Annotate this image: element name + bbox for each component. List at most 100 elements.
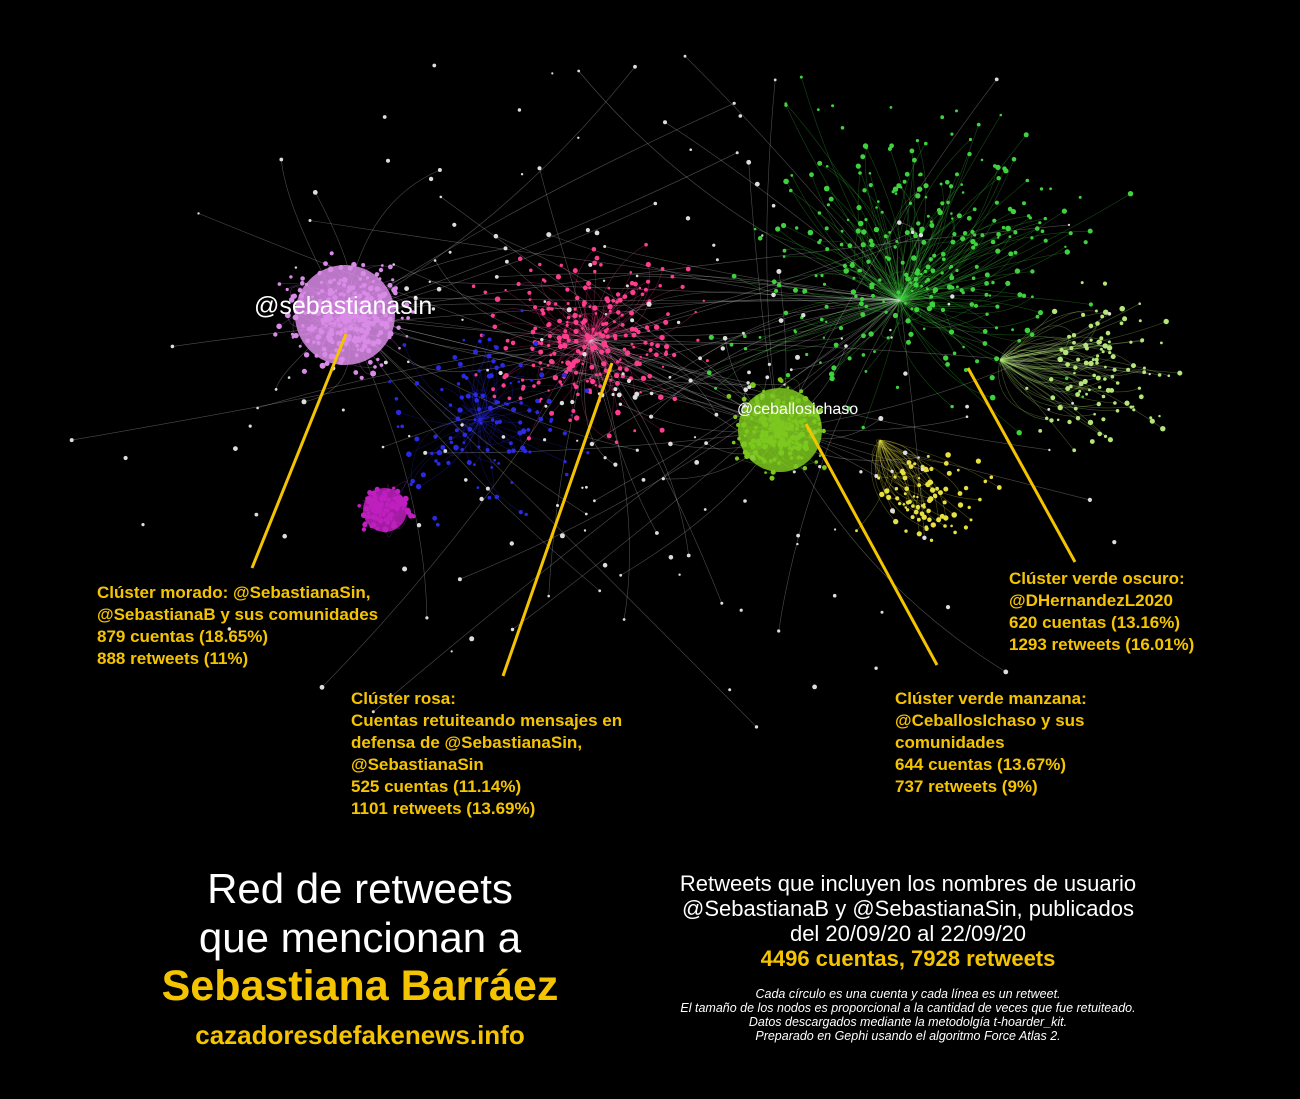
retweet-edge — [899, 276, 953, 301]
retweet-edge — [899, 232, 1016, 301]
retweet-edge — [548, 328, 591, 346]
retweet-edge — [479, 376, 532, 421]
retweet-edge — [469, 396, 481, 421]
account-node — [473, 392, 478, 398]
account-node — [754, 725, 759, 729]
account-node — [625, 284, 629, 288]
account-node — [918, 232, 924, 238]
retweet-edge — [529, 292, 591, 344]
retweet-edge — [574, 249, 595, 341]
account-node — [761, 234, 764, 237]
account-node — [565, 323, 569, 327]
account-node — [726, 393, 732, 399]
cluster-label-rosa: Clúster rosa: Cuentas retuiteando mensaj… — [351, 688, 622, 820]
account-node — [955, 172, 959, 177]
account-node — [694, 310, 697, 314]
account-node — [488, 373, 494, 379]
account-node — [555, 274, 562, 280]
account-node — [634, 360, 640, 367]
account-node — [608, 309, 612, 313]
account-node — [909, 281, 912, 285]
retweet-edge — [871, 439, 896, 522]
label-line: Clúster rosa: — [351, 689, 456, 708]
account-node — [945, 605, 951, 610]
account-node — [746, 159, 752, 165]
account-node — [141, 523, 145, 527]
retweet-edge — [548, 304, 591, 341]
account-node — [1021, 293, 1027, 298]
account-node — [1085, 392, 1088, 396]
retweet-edge — [899, 232, 1071, 301]
account-node — [402, 566, 408, 572]
subtitle: Retweets que incluyen los nombres de usu… — [600, 871, 1216, 971]
account-node — [1008, 235, 1012, 239]
account-node — [1026, 214, 1031, 218]
account-node — [323, 261, 328, 266]
retweet-edge — [999, 359, 1112, 392]
account-node — [518, 396, 523, 401]
account-node — [1071, 401, 1074, 405]
account-node — [714, 412, 719, 417]
account-node — [560, 383, 563, 386]
retweet-edge — [899, 252, 1016, 301]
account-node — [660, 267, 665, 271]
retweet-edge — [309, 220, 901, 301]
account-node — [799, 389, 804, 394]
account-node — [860, 154, 866, 160]
retweet-edge — [795, 299, 901, 333]
account-node — [1160, 426, 1166, 432]
account-node — [914, 270, 920, 276]
account-node — [663, 120, 667, 125]
account-node — [818, 465, 822, 469]
account-node — [619, 358, 622, 361]
account-node — [995, 304, 1000, 309]
retweet-edge — [999, 347, 1072, 361]
retweet-edge — [506, 336, 591, 376]
retweet-edge — [999, 339, 1143, 361]
account-node — [494, 296, 501, 303]
account-node — [796, 533, 800, 538]
network-nodes — [69, 54, 1183, 729]
account-node — [382, 115, 387, 119]
account-node — [622, 347, 627, 352]
account-node — [910, 230, 915, 234]
account-node — [549, 353, 553, 357]
account-node — [461, 373, 467, 379]
retweet-edge — [899, 299, 1073, 404]
account-node — [822, 465, 827, 470]
account-node — [533, 326, 538, 331]
account-node — [1057, 404, 1063, 411]
account-node — [592, 305, 598, 311]
account-node — [957, 502, 964, 508]
account-node — [913, 277, 919, 282]
account-node — [955, 268, 959, 273]
account-node — [294, 266, 298, 269]
account-node — [285, 287, 289, 292]
retweet-edge — [999, 359, 1129, 377]
account-node — [828, 196, 834, 202]
account-node — [971, 245, 976, 250]
account-node — [392, 486, 396, 490]
account-node — [893, 245, 897, 249]
account-node — [776, 269, 782, 274]
account-node — [929, 538, 934, 542]
account-node — [479, 496, 484, 502]
account-node — [1011, 328, 1014, 332]
account-node — [248, 424, 252, 428]
website-link[interactable]: cazadoresdefakenews.info — [195, 1020, 525, 1050]
account-node — [617, 297, 623, 303]
account-node — [626, 378, 632, 384]
retweet-edge — [899, 288, 1020, 301]
account-node — [413, 296, 418, 301]
account-node — [452, 355, 458, 360]
account-node — [849, 262, 855, 268]
account-node — [946, 470, 952, 476]
account-node — [943, 355, 949, 361]
account-node — [486, 368, 489, 372]
account-node — [771, 203, 776, 208]
retweet-edge — [418, 419, 481, 487]
account-node — [361, 527, 367, 532]
account-node — [574, 370, 579, 375]
account-node — [509, 381, 512, 385]
account-node — [256, 406, 259, 410]
